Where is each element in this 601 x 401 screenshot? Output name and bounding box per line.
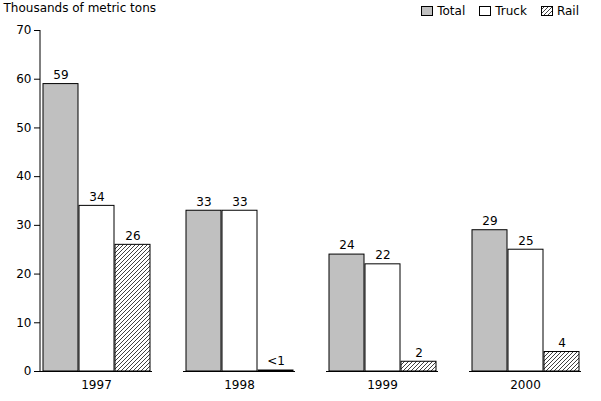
svg-text:<1: <1 — [267, 354, 285, 368]
svg-text:25: 25 — [518, 234, 533, 248]
svg-text:22: 22 — [375, 248, 390, 262]
svg-text:40: 40 — [16, 169, 31, 183]
svg-text:29: 29 — [482, 214, 497, 228]
svg-text:70: 70 — [16, 23, 31, 37]
svg-text:1997: 1997 — [81, 378, 112, 392]
svg-text:10: 10 — [16, 316, 31, 330]
svg-text:26: 26 — [125, 229, 140, 243]
svg-text:60: 60 — [16, 72, 31, 86]
svg-text:50: 50 — [16, 121, 31, 135]
html-text:Rail: Rail — [556, 4, 579, 18]
html-text:Total: Total — [437, 4, 466, 18]
svg-text:4: 4 — [558, 336, 566, 350]
html-text:Truck: Truck — [495, 4, 527, 18]
svg-text:0: 0 — [24, 364, 32, 378]
svg-text:1999: 1999 — [367, 378, 398, 392]
svg-text:2000: 2000 — [510, 378, 541, 392]
svg-text:59: 59 — [53, 68, 68, 82]
svg-text:20: 20 — [16, 267, 31, 281]
svg-text:24: 24 — [339, 238, 354, 252]
svg-text:1998: 1998 — [224, 378, 255, 392]
svg-text:33: 33 — [196, 195, 211, 209]
svg-text:Thousands of metric tons: Thousands of metric tons — [3, 1, 157, 15]
svg-text:34: 34 — [89, 190, 104, 204]
svg-text:30: 30 — [16, 218, 31, 232]
svg-text:33: 33 — [232, 195, 247, 209]
svg-text:2: 2 — [415, 346, 423, 360]
